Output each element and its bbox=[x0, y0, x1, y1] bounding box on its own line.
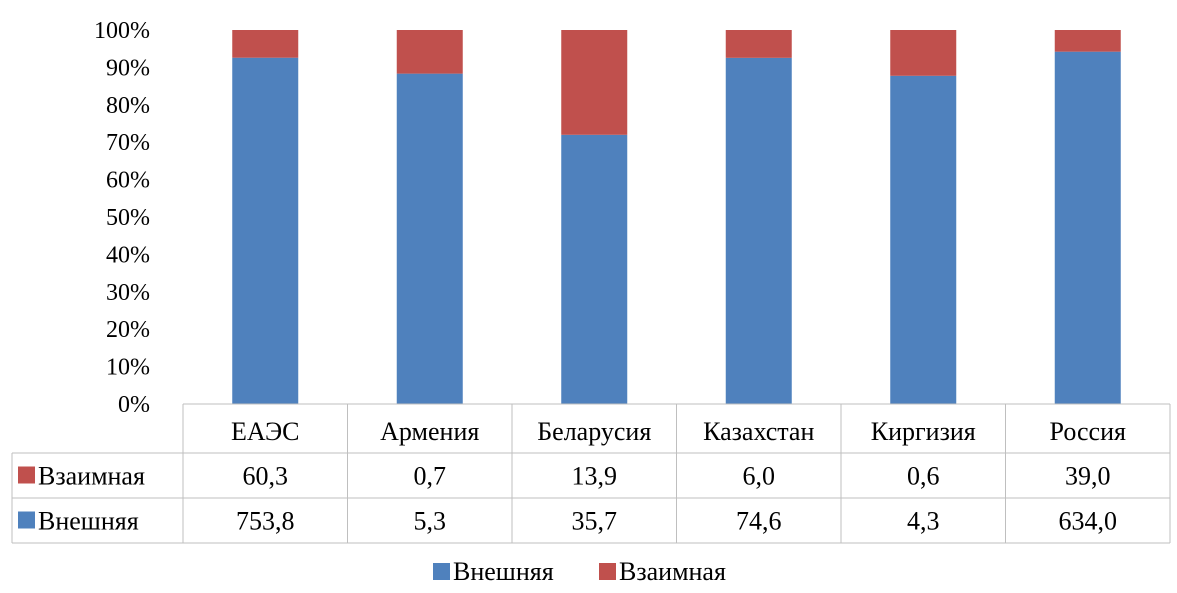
category-label: Беларусия bbox=[537, 417, 651, 446]
bar-segment-vzaimnaya bbox=[396, 30, 463, 74]
table-row-label: Взаимная bbox=[38, 462, 145, 491]
bar-segment-vneshnyaya bbox=[725, 57, 792, 405]
bar-segment-vzaimnaya bbox=[1054, 30, 1121, 52]
y-tick-label: 10% bbox=[106, 355, 150, 381]
category-label: Казахстан bbox=[703, 417, 814, 446]
bar-segment-vzaimnaya bbox=[561, 30, 628, 135]
bar-segment-vneshnyaya bbox=[1054, 51, 1121, 405]
legend-label: Внешняя bbox=[453, 557, 554, 586]
y-tick-label: 100% bbox=[94, 18, 150, 44]
table-cell-value: 5,3 bbox=[414, 507, 447, 536]
category-label: ЕАЭС bbox=[231, 417, 300, 446]
bar-segment-vneshnyaya bbox=[561, 134, 628, 404]
category-label: Армения bbox=[380, 417, 479, 446]
table-legend-key bbox=[18, 511, 35, 529]
y-tick-label: 80% bbox=[106, 93, 150, 119]
table-cell-value: 13,9 bbox=[572, 462, 618, 491]
y-axis: 0% 10% 20% 30% 40% 50% 60% 70% 80% 90% 100% bbox=[94, 18, 150, 418]
table-cell-value: 74,6 bbox=[736, 507, 782, 536]
y-tick-label: 30% bbox=[106, 280, 150, 306]
y-tick-label: 90% bbox=[106, 55, 150, 81]
table-cell-value: 0,7 bbox=[414, 462, 447, 491]
bar-segment-vzaimnaya bbox=[725, 30, 792, 58]
table-cell-value: 634,0 bbox=[1059, 507, 1118, 536]
table-cell-value: 6,0 bbox=[743, 462, 776, 491]
legend-key bbox=[599, 563, 616, 580]
y-tick-label: 50% bbox=[106, 205, 150, 231]
y-tick-label: 70% bbox=[106, 130, 150, 156]
table-cell-value: 35,7 bbox=[572, 507, 618, 536]
bar-segment-vzaimnaya bbox=[232, 30, 299, 58]
table-cell-value: 753,8 bbox=[236, 507, 295, 536]
y-tick-label: 0% bbox=[118, 392, 150, 418]
data-table: ЕАЭС Армения Беларусия Казахстан Киргизия Рос… bbox=[11, 403, 1171, 544]
table-cell-value: 39,0 bbox=[1065, 462, 1111, 491]
table-cell-value: 4,3 bbox=[907, 507, 940, 536]
bars bbox=[232, 30, 1121, 405]
category-label: Киргизия bbox=[871, 417, 976, 446]
bar-segment-vneshnyaya bbox=[232, 57, 299, 405]
table-cell-value: 60,3 bbox=[243, 462, 289, 491]
table-cell-value: 0,6 bbox=[907, 462, 940, 491]
legend: Внешняя Взаимная bbox=[433, 557, 726, 586]
legend-label: Взаимная bbox=[619, 557, 726, 586]
table-row-label: Внешняя bbox=[38, 507, 139, 536]
bar-segment-vzaimnaya bbox=[890, 30, 957, 76]
table-legend-key bbox=[18, 466, 35, 484]
y-tick-label: 20% bbox=[106, 317, 150, 343]
bar-segment-vneshnyaya bbox=[890, 75, 957, 404]
bar-segment-vneshnyaya bbox=[396, 73, 463, 404]
y-tick-label: 40% bbox=[106, 242, 150, 268]
legend-key bbox=[433, 563, 450, 580]
y-tick-label: 60% bbox=[106, 168, 150, 194]
category-label: Россия bbox=[1050, 417, 1126, 446]
